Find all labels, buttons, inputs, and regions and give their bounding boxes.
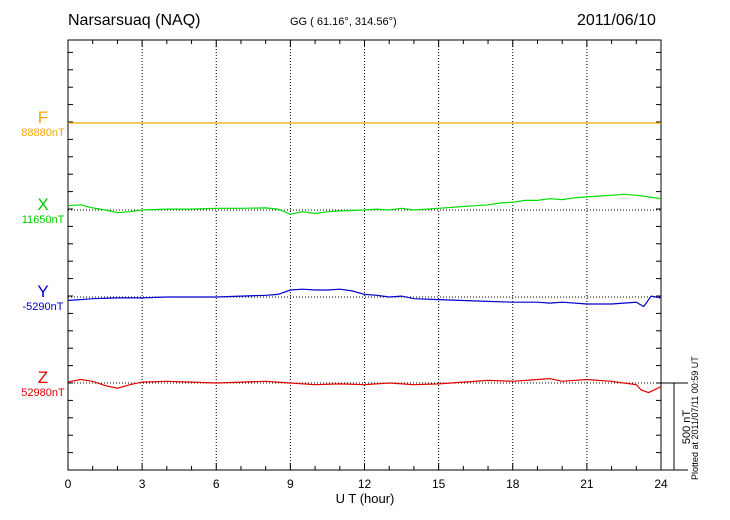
component-baseline: 11650nT (21, 214, 65, 226)
component-label-f: F 88880nT (10, 108, 76, 140)
x-tick-label: 24 (654, 477, 668, 491)
plot-date: 2011/06/10 (577, 12, 656, 29)
series-lines (67, 122, 662, 394)
component-baseline: 52980nT (21, 387, 65, 399)
series-line-y (67, 288, 662, 308)
x-tick-label: 21 (580, 477, 594, 491)
series-line-z (67, 377, 662, 394)
y-tick-marks (68, 51, 661, 471)
x-tick-label: 12 (358, 477, 372, 491)
plotted-timestamp: Plotted at 2011/07/11 00:59 UT (690, 356, 700, 480)
scale-label: 500 nT (681, 410, 693, 445)
x-tick-label: 6 (213, 477, 220, 491)
x-tick-label: 18 (506, 477, 520, 491)
station-title: Narsarsuaq (NAQ) (68, 12, 201, 29)
x-axis-label: U T (hour) (336, 491, 395, 506)
component-letter: Z (37, 368, 49, 387)
component-letter: Y (37, 282, 49, 301)
component-label-x: X 11650nT (10, 195, 76, 227)
component-letter: X (37, 195, 49, 214)
x-tick-marks (67, 40, 662, 470)
x-tick-label: 9 (287, 477, 294, 491)
component-baseline: 88880nT (21, 127, 65, 139)
x-tick-labels: 0 3 6 9 12 15 18 21 24 (65, 477, 668, 491)
component-letter: F (37, 108, 49, 127)
component-label-y: Y -5290nT (10, 282, 76, 314)
component-label-z: Z 52980nT (10, 368, 76, 400)
vertical-grid (141, 40, 588, 470)
x-tick-label: 3 (139, 477, 146, 491)
x-tick-label: 15 (432, 477, 446, 491)
station-coordinates: GG ( 61.16°, 314.56°) (290, 16, 397, 28)
scale-bar: 500 nT (661, 382, 693, 471)
x-tick-label: 0 (65, 477, 72, 491)
component-baseline: -5290nT (22, 301, 64, 313)
series-line-x (67, 193, 662, 215)
plot-frame (67, 39, 662, 471)
